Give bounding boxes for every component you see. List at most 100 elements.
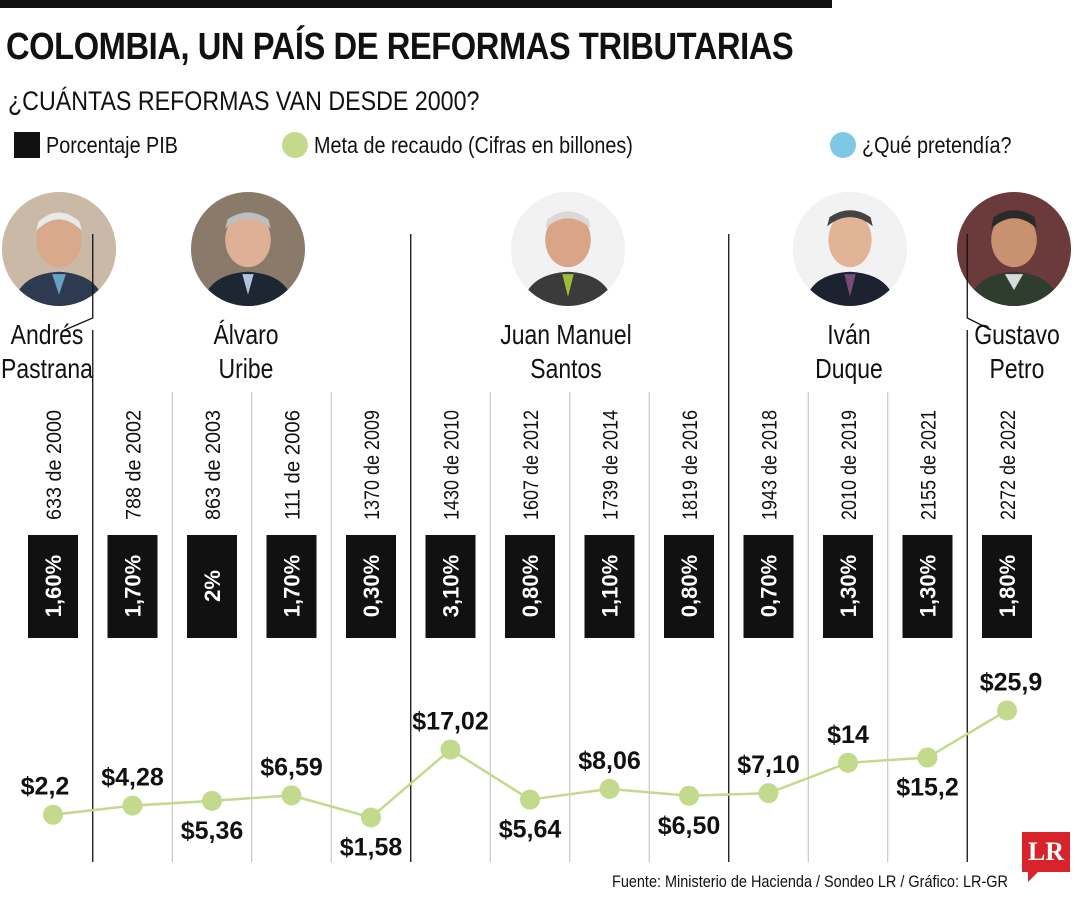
meta-point — [599, 778, 620, 799]
chart-title: COLOMBIA, UN PAÍS DE REFORMAS TRIBUTARIA… — [6, 26, 794, 68]
top-rule — [0, 0, 832, 8]
name-line: Pastrana — [1, 353, 93, 384]
pib-box — [346, 535, 396, 638]
pib-box — [982, 535, 1032, 638]
meta-point — [361, 807, 381, 828]
pib-box — [823, 535, 873, 638]
legend-item-meta: Meta de recaudo (Cifras en billones) — [282, 130, 685, 160]
legend-label: ¿Qué pretendía? — [862, 131, 1012, 158]
pib-box — [743, 535, 794, 638]
meta-value-label: $15,2 — [896, 774, 959, 802]
meta-point — [122, 795, 143, 816]
meta-point — [838, 752, 858, 773]
pib-label: 0,80% — [518, 555, 543, 617]
law-label: 1370 de 2009 — [361, 410, 384, 520]
law-label: 2010 de 2019 — [838, 410, 861, 520]
legend-swatch-square — [14, 132, 40, 158]
portrait-uribe — [191, 192, 305, 306]
meta-point — [202, 790, 222, 811]
name-line: Andrés — [10, 319, 84, 350]
meta-point — [997, 700, 1017, 721]
person-silhouette-icon — [2, 192, 116, 306]
law-label: 111 de 2006 — [282, 410, 305, 520]
legend-swatch-blue — [830, 132, 856, 158]
pib-box — [425, 535, 476, 638]
president-name-petro: Gustavo Petro — [935, 318, 1080, 386]
law-label: 788 de 2002 — [123, 410, 146, 520]
meta-value-label: $4,28 — [101, 764, 164, 792]
pib-label: 2% — [200, 570, 225, 602]
meta-value-label: $7,10 — [737, 751, 800, 779]
name-line: Santos — [530, 353, 602, 384]
era-divider — [966, 234, 992, 331]
name-line: Álvaro — [213, 319, 279, 350]
name-line: Duque — [815, 353, 883, 384]
meta-point — [679, 785, 699, 806]
meta-value-label: $6,50 — [658, 812, 721, 840]
meta-point — [43, 804, 63, 825]
name-line: Iván — [827, 319, 871, 350]
pib-box — [664, 535, 714, 638]
meta-value-label: $8,06 — [578, 747, 641, 775]
meta-value-label: $5,36 — [181, 817, 244, 845]
president-name-pastrana: Andrés Pastrana — [0, 318, 129, 386]
legend-label: Porcentaje PIB — [46, 131, 178, 158]
lr-logo: LR — [1022, 832, 1070, 872]
meta-value-label: $5,64 — [499, 816, 562, 844]
law-label: 2155 de 2021 — [918, 410, 941, 520]
meta-value-label: $6,59 — [260, 753, 323, 781]
pib-box — [505, 535, 555, 638]
meta-point — [917, 747, 938, 768]
pib-label: 1,70% — [121, 555, 146, 617]
pib-label: 1,70% — [280, 555, 305, 617]
person-silhouette-icon — [191, 192, 305, 306]
source-note: Fuente: Ministerio de Hacienda / Sondeo … — [612, 872, 1008, 891]
portrait-petro — [957, 192, 1071, 306]
president-name-uribe: Álvaro Uribe — [164, 318, 328, 386]
pib-label: 1,30% — [836, 555, 861, 617]
meta-value-label: $1,58 — [340, 833, 403, 861]
president-name-santos: Juan Manuel Santos — [484, 318, 648, 386]
lr-logo-tail — [1028, 872, 1048, 882]
pib-label: 1,80% — [995, 555, 1020, 617]
person-silhouette-icon — [957, 192, 1071, 306]
meta-value-label: $14 — [827, 721, 869, 749]
president-name-duque: Iván Duque — [767, 318, 931, 386]
portrait-pastrana — [2, 192, 116, 306]
meta-point — [758, 783, 779, 804]
law-label: 1607 de 2012 — [520, 410, 543, 520]
meta-point — [520, 789, 540, 810]
portrait-duque — [793, 192, 907, 306]
legend-item-pib: Porcentaje PIB — [14, 130, 199, 160]
pib-box — [266, 535, 317, 638]
law-label: 1943 de 2018 — [759, 410, 782, 520]
law-label: 2272 de 2022 — [997, 410, 1020, 520]
person-silhouette-icon — [511, 192, 625, 306]
pib-label: 1,10% — [598, 555, 623, 617]
law-label: 863 de 2003 — [202, 410, 225, 520]
portrait-santos — [511, 192, 625, 306]
law-label: 1739 de 2014 — [600, 410, 623, 520]
law-label: 633 de 2000 — [43, 410, 66, 520]
pib-label: 0,30% — [359, 555, 384, 617]
pib-box — [107, 535, 158, 638]
meta-value-label: $25,9 — [980, 668, 1043, 696]
pib-label: 3,10% — [439, 555, 464, 617]
pib-box — [187, 535, 237, 638]
pib-label: 1,60% — [41, 555, 66, 617]
name-line: Gustavo — [974, 319, 1060, 350]
pib-label: 1,30% — [916, 555, 941, 617]
pib-label: 0,80% — [677, 555, 702, 617]
law-label: 1819 de 2016 — [679, 410, 702, 520]
legend-label: Meta de recaudo (Cifras en billones) — [314, 131, 633, 158]
person-silhouette-icon — [793, 192, 907, 306]
chart-subtitle: ¿CUÁNTAS REFORMAS VAN DESDE 2000? — [8, 86, 480, 116]
pib-box — [28, 535, 78, 638]
name-line: Petro — [989, 353, 1045, 384]
name-line: Uribe — [218, 353, 274, 384]
meta-point — [281, 785, 302, 806]
meta-value-label: $2,2 — [21, 773, 70, 801]
pib-label: 0,70% — [757, 555, 782, 617]
legend-item-pretendia: ¿Qué pretendía? — [830, 130, 1036, 160]
